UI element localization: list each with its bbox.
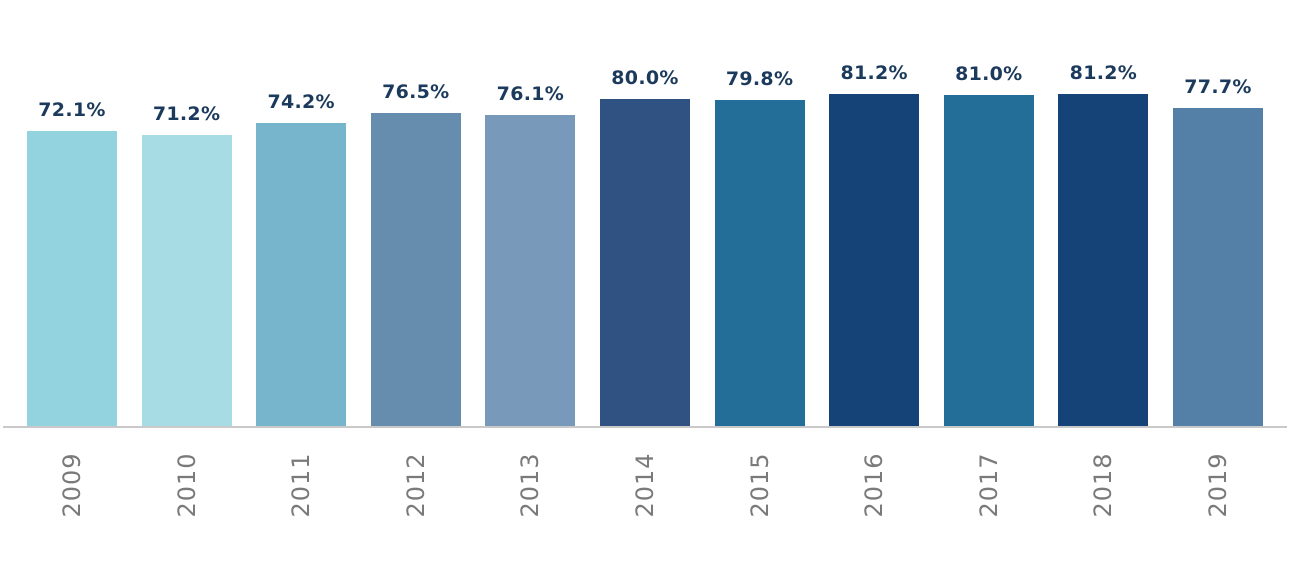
data-label: 76.1% xyxy=(496,82,565,105)
bar xyxy=(1173,108,1263,426)
bar xyxy=(370,113,461,426)
x-tick-label: 2009 xyxy=(58,452,86,518)
x-tick-label: 2014 xyxy=(631,452,659,518)
x-tick-label: 2015 xyxy=(745,452,774,518)
x-tick-label: 2013 xyxy=(516,452,545,518)
data-label: 72.1% xyxy=(38,99,106,122)
x-tick-label: 2018 xyxy=(1089,452,1118,518)
x-tick-label: 2019 xyxy=(1204,452,1232,518)
data-label: 79.8% xyxy=(725,67,794,90)
bar xyxy=(600,98,690,426)
bar xyxy=(27,131,117,426)
data-label: 81.0% xyxy=(955,62,1023,85)
bar xyxy=(485,114,576,426)
x-axis-line xyxy=(3,426,1287,428)
data-label: 81.2% xyxy=(1069,61,1138,84)
bar xyxy=(1058,93,1149,426)
bar xyxy=(714,99,805,426)
data-label: 81.2% xyxy=(840,61,908,84)
bar xyxy=(829,93,920,426)
bar xyxy=(256,122,347,426)
data-label: 76.5% xyxy=(382,81,450,104)
x-tick-label: 2010 xyxy=(172,452,201,518)
data-label: 77.7% xyxy=(1184,76,1252,99)
x-tick-label: 2011 xyxy=(287,452,316,518)
data-label: 74.2% xyxy=(267,90,335,113)
data-label: 71.2% xyxy=(152,102,221,125)
data-label: 80.0% xyxy=(611,66,679,89)
x-tick-label: 2016 xyxy=(860,452,889,518)
x-tick-label: 2017 xyxy=(974,452,1003,518)
bar xyxy=(943,94,1034,426)
x-tick-label: 2012 xyxy=(401,452,430,518)
bar xyxy=(141,134,232,426)
